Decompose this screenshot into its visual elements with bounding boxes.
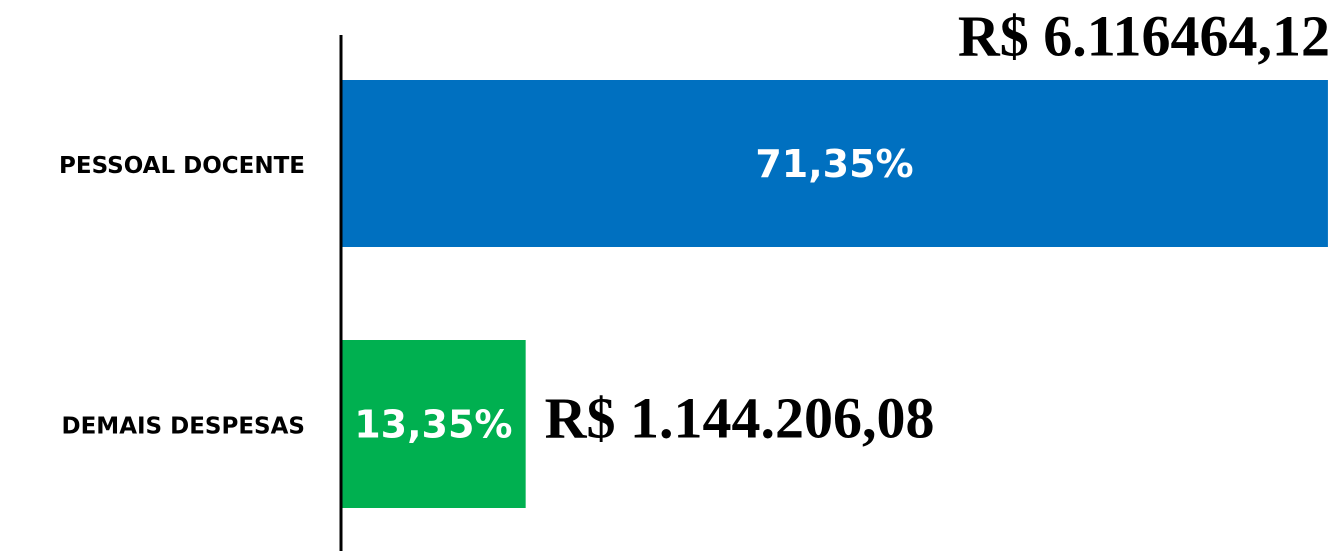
bar (341, 340, 526, 508)
bar (341, 80, 1328, 247)
value-label: 13,35% (354, 403, 512, 447)
category-label: PESSOAL DOCENTE (59, 153, 305, 179)
category-label: DEMAIS DESPESAS (62, 414, 306, 440)
value-label: 71,35% (755, 142, 913, 186)
amount-label: R$ 1.144.206,08 (545, 385, 935, 450)
amount-label: R$ 6.116464,12 (958, 3, 1330, 68)
